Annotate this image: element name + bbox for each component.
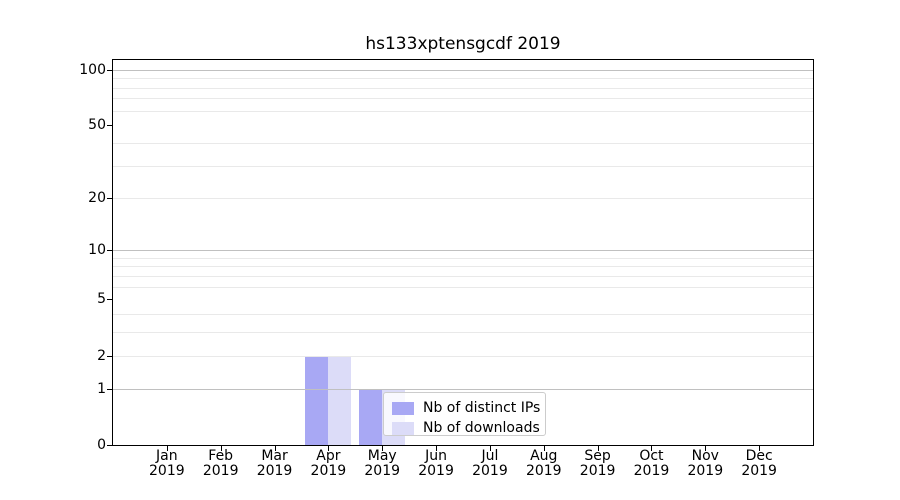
gridline-minor: [113, 286, 813, 288]
gridline-major: [113, 69, 813, 71]
gridline-minor: [113, 197, 813, 199]
y-tick-label: 20: [88, 189, 106, 206]
x-tick-label: Mar 2019: [256, 448, 293, 479]
x-tick-label: Jan 2019: [149, 448, 185, 479]
y-tick-label: 100: [79, 61, 106, 78]
x-tick: [651, 446, 653, 451]
x-tick: [328, 446, 330, 451]
y-tick: [107, 250, 113, 252]
x-tick-label: Jul 2019: [472, 448, 508, 479]
gridline-major: [113, 250, 813, 252]
x-tick-label: Apr 2019: [310, 448, 347, 479]
y-tick: [107, 69, 113, 71]
x-tick: [759, 446, 761, 451]
x-tick: [166, 446, 168, 451]
gridline-minor: [113, 165, 813, 167]
y-tick: [107, 299, 113, 301]
y-tick: [107, 197, 113, 199]
legend-swatch-distinct-ips: [392, 401, 414, 415]
gridline-minor: [113, 314, 813, 316]
gridline-minor: [113, 257, 813, 259]
bar-distinct-ips-apr: [305, 355, 329, 445]
legend-label-distinct-ips: Nb of distinct IPs: [423, 400, 541, 416]
gridline-major: [113, 388, 813, 390]
x-tick: [489, 446, 491, 451]
x-tick-label: Feb 2019: [202, 448, 239, 479]
x-tick-label: Nov 2019: [687, 448, 724, 479]
gridline-minor: [113, 87, 813, 89]
chart-title: hs133xptensgcdf 2019: [365, 34, 561, 54]
gridline-minor: [113, 78, 813, 80]
gridline-minor: [113, 110, 813, 112]
y-tick-label: 10: [88, 242, 106, 259]
y-tick-label: 0: [97, 437, 106, 453]
gridline-minor: [113, 143, 813, 145]
legend-item-downloads: Nb of downloads: [392, 418, 540, 438]
x-tick: [274, 446, 276, 451]
x-tick: [220, 446, 222, 451]
x-tick: [705, 446, 707, 451]
y-tick: [107, 445, 113, 446]
gridline-minor: [113, 266, 813, 268]
x-tick-label: Oct 2019: [633, 448, 670, 479]
x-tick: [382, 446, 384, 451]
legend: Nb of distinct IPs Nb of downloads: [383, 392, 546, 436]
y-tick-label: 5: [97, 291, 106, 308]
x-tick-label: May 2019: [364, 448, 401, 479]
legend-label-downloads: Nb of downloads: [423, 420, 540, 436]
gridline-minor: [113, 98, 813, 100]
y-tick-label: 50: [88, 117, 106, 134]
legend-item-distinct-ips: Nb of distinct IPs: [392, 398, 541, 418]
y-tick: [107, 388, 113, 390]
legend-swatch-downloads: [392, 421, 414, 435]
x-tick-label: Dec 2019: [741, 448, 777, 479]
y-tick-label: 2: [97, 347, 106, 364]
y-tick: [107, 355, 113, 357]
x-tick-label: Jun 2019: [418, 448, 454, 479]
x-tick: [436, 446, 438, 451]
bar-distinct-ips-may: [359, 388, 383, 445]
x-tick-label: Aug 2019: [525, 448, 562, 479]
x-tick: [597, 446, 599, 451]
x-tick-label: Sep 2019: [579, 448, 616, 479]
x-tick: [543, 446, 545, 451]
bar-downloads-apr: [328, 355, 352, 445]
gridline-minor: [113, 355, 813, 357]
y-tick-label: 1: [97, 380, 106, 397]
gridline-minor: [113, 332, 813, 334]
gridline-minor: [113, 275, 813, 277]
y-tick: [107, 125, 113, 127]
grid-layer: [113, 60, 813, 445]
